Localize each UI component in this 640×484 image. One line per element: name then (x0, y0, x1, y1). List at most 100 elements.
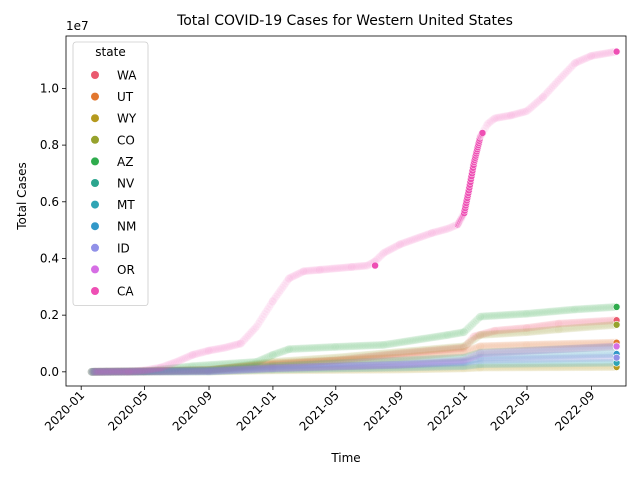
trajectory-point (174, 367, 183, 376)
trajectory-point (294, 366, 303, 375)
trajectory-point (487, 363, 496, 372)
trajectory-point (290, 358, 299, 367)
trajectory-point (487, 330, 496, 339)
trajectory-point (106, 367, 115, 376)
trajectory-point (100, 367, 109, 376)
trajectory-point (504, 341, 513, 350)
trajectory-point (289, 356, 298, 365)
trajectory-point (231, 362, 240, 371)
trajectory-point (250, 362, 259, 371)
trajectory-point (517, 341, 526, 350)
trajectory-point (516, 324, 525, 333)
trajectory-point (245, 361, 254, 370)
trajectory-point (482, 329, 491, 337)
trajectory-point (325, 356, 334, 365)
trajectory-point (526, 323, 535, 332)
trajectory-point (385, 348, 394, 357)
trajectory-point (242, 361, 251, 370)
trajectory-point (119, 367, 128, 376)
trajectory-point (279, 358, 288, 367)
trajectory-point (441, 343, 450, 352)
trajectory-point (466, 337, 475, 346)
trajectory-point (130, 367, 139, 376)
trajectory-point (525, 363, 534, 372)
trajectory-point (137, 367, 146, 376)
trajectory-point (353, 355, 362, 364)
trajectory-point (554, 363, 563, 372)
trajectory-point (405, 365, 414, 374)
trajectory-point (108, 367, 117, 376)
trajectory-point (230, 367, 239, 376)
trajectory-point (361, 353, 370, 362)
trajectory-point (493, 363, 502, 372)
trajectory-point (433, 344, 442, 353)
trajectory-point (305, 366, 314, 375)
trajectory-point (217, 364, 226, 373)
trajectory-point (205, 366, 214, 375)
trajectory-point (131, 367, 140, 376)
trajectory-point (289, 366, 298, 375)
trajectory-point (416, 365, 425, 374)
trajectory-point (386, 348, 395, 357)
trajectory-point (134, 367, 143, 376)
trajectory-point (399, 353, 408, 362)
trajectory-point (328, 366, 337, 375)
trajectory-point (114, 367, 123, 376)
trajectory-point (466, 336, 475, 345)
trajectory-point (134, 367, 143, 376)
trajectory-point (371, 365, 380, 374)
trajectory-point (301, 355, 310, 364)
trajectory-point (242, 362, 251, 371)
trajectory-point (256, 359, 265, 368)
trajectory-point (319, 354, 328, 363)
trajectory-point (111, 367, 120, 376)
trajectory-point (584, 317, 593, 326)
trajectory-point (292, 366, 301, 375)
trajectory-point (502, 325, 511, 334)
trajectory-point (411, 352, 420, 361)
trajectory-point (469, 344, 478, 353)
trajectory-point (140, 367, 149, 376)
trajectory-point (578, 318, 587, 327)
trajectory-point (279, 360, 288, 368)
final-point-az (612, 303, 621, 311)
trajectory-point (581, 363, 590, 372)
trajectory-point (375, 349, 384, 358)
trajectory-point (297, 356, 306, 364)
trajectory-point (526, 340, 535, 349)
y-axis-label: Total Cases (15, 162, 29, 230)
trajectory-point (104, 367, 113, 376)
trajectory-point (209, 365, 218, 374)
trajectory-point (556, 363, 565, 372)
trajectory-point (268, 360, 277, 369)
trajectory-point (247, 360, 256, 369)
trajectory-point (123, 367, 132, 376)
trajectory-point (241, 362, 250, 371)
trajectory-point (205, 367, 214, 376)
trajectory-point (538, 340, 547, 349)
trajectory-point (192, 366, 201, 375)
trajectory-point (452, 344, 461, 353)
trajectory-point (266, 359, 275, 368)
legend-marker-ca (91, 287, 99, 295)
trajectory-point (385, 354, 394, 363)
trajectory-point (266, 358, 275, 367)
trajectory-point (225, 363, 234, 372)
trajectory-point (537, 322, 546, 331)
trajectory-point (366, 350, 375, 359)
trajectory-point (485, 342, 494, 351)
trajectory-point (344, 355, 353, 364)
trajectory-point (145, 367, 154, 376)
trajectory-point (123, 367, 132, 376)
trajectory-point (499, 363, 508, 372)
trajectory-point (378, 351, 387, 360)
trajectory-point (530, 340, 539, 349)
trajectory-point (464, 346, 473, 355)
trajectory-point (236, 362, 245, 371)
trajectory-point (165, 366, 174, 375)
trajectory-point (400, 353, 409, 362)
trajectory-point (534, 363, 543, 372)
trajectory-point (268, 359, 277, 368)
trajectory-point (600, 363, 609, 372)
trajectory-point (142, 367, 151, 376)
